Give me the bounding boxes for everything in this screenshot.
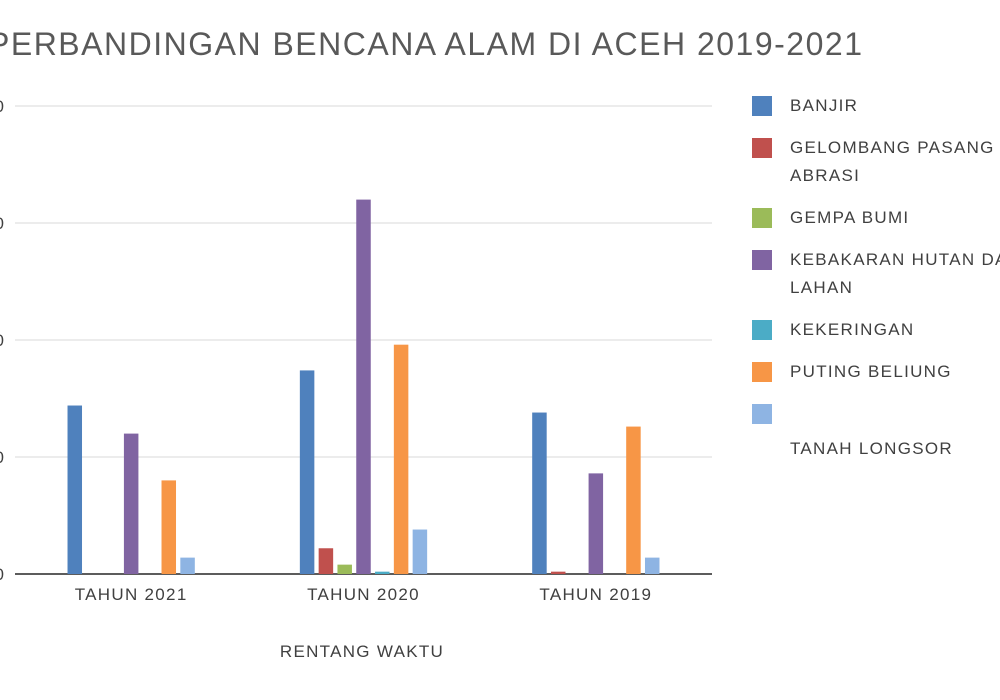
x-tick-label: TAHUN 2020 xyxy=(307,585,420,604)
x-axis-title: RENTANG WAKTU xyxy=(280,642,444,661)
chart-title: PERBANDINGAN BENCANA ALAM DI ACEH 2019-2… xyxy=(0,26,864,62)
y-tick-label: 50 xyxy=(0,448,4,467)
bar xyxy=(412,529,428,574)
legend-label: LAHAN xyxy=(790,278,854,297)
y-axis-ticks: 0 50 100 150 200 xyxy=(0,97,4,584)
bar xyxy=(161,480,177,574)
bar xyxy=(123,433,139,574)
legend-swatch xyxy=(752,208,772,228)
bar xyxy=(375,571,390,574)
y-tick-label: 100 xyxy=(0,331,4,350)
legend-swatch xyxy=(752,250,772,270)
bars xyxy=(67,199,660,574)
y-tick-label: 200 xyxy=(0,97,4,116)
bar xyxy=(318,548,334,574)
legend-label: PUTING BELIUNG xyxy=(790,362,952,381)
y-tick-label: 0 xyxy=(0,565,4,584)
legend-label: GELOMBANG PASANG xyxy=(790,138,995,157)
legend-label: TANAH LONGSOR xyxy=(790,439,953,458)
bar xyxy=(393,344,409,574)
legend-label: ABRASI xyxy=(790,166,861,185)
bar xyxy=(337,564,352,574)
bar xyxy=(626,426,641,574)
legend-swatch xyxy=(752,362,772,382)
x-axis-ticks: TAHUN 2021 TAHUN 2020 TAHUN 2019 xyxy=(75,585,652,604)
bar xyxy=(67,405,83,574)
legend-swatch xyxy=(752,96,772,116)
legend-label: KEBAKARAN HUTAN DAN xyxy=(790,250,1000,269)
x-tick-label: TAHUN 2021 xyxy=(75,585,188,604)
legend-label: BANJIR xyxy=(790,96,859,115)
bar xyxy=(644,557,660,574)
x-tick-label: TAHUN 2019 xyxy=(539,585,652,604)
legend-label: GEMPA BUMI xyxy=(790,208,910,227)
legend-swatch xyxy=(752,138,772,158)
bar xyxy=(299,370,315,574)
bar xyxy=(532,412,547,574)
legend-swatch xyxy=(752,404,772,424)
legend-swatch xyxy=(752,320,772,340)
bar xyxy=(356,199,371,574)
bar xyxy=(588,473,604,574)
bar xyxy=(550,571,566,574)
bar xyxy=(180,557,195,574)
legend-label: KEKERINGAN xyxy=(790,320,915,339)
y-tick-label: 150 xyxy=(0,214,4,233)
